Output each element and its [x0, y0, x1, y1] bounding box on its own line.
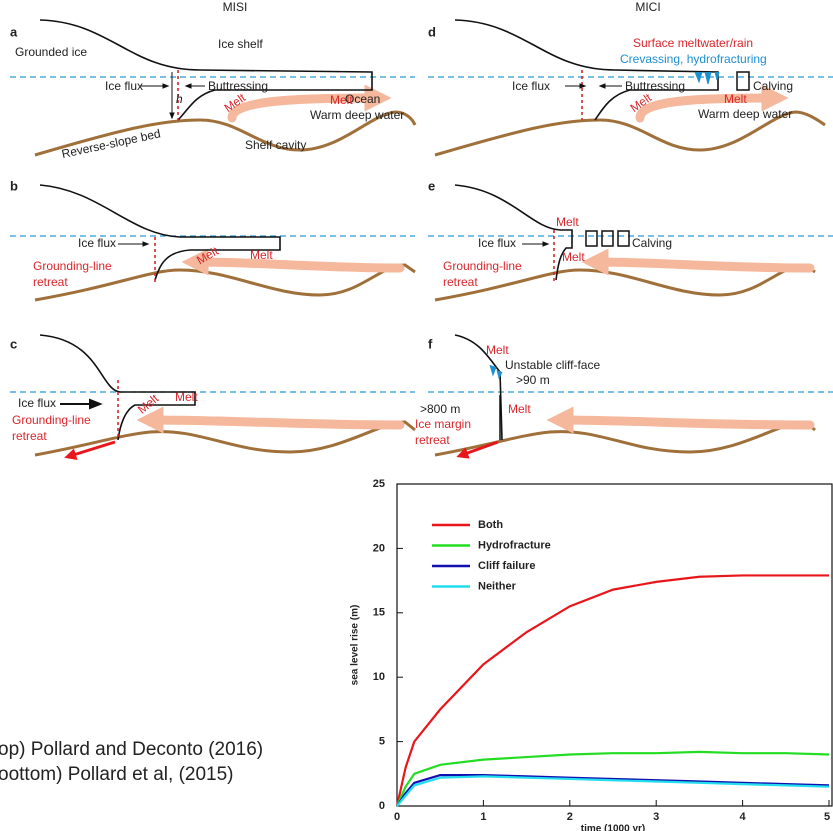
column-title: MICI	[635, 0, 660, 14]
label: Buttressing	[208, 79, 268, 93]
caption: oottom) Pollard et al, (2015)	[0, 764, 234, 785]
label: Shelf cavity	[245, 138, 306, 152]
y-tick-label: 20	[373, 542, 385, 554]
panel-letter: f	[428, 336, 433, 351]
label: Ice shelf	[218, 37, 263, 51]
x-tick-label: 0	[394, 811, 400, 823]
x-tick-label: 2	[567, 811, 573, 823]
series-line	[396, 775, 830, 807]
panel-letter: e	[428, 178, 435, 193]
label: >90 m	[516, 373, 550, 387]
label: Ice flux	[105, 79, 143, 93]
label: Warm deep water	[698, 107, 792, 121]
panel-letter: a	[10, 24, 18, 39]
diagram-shapes	[10, 19, 833, 460]
label: Grounding-line	[443, 259, 522, 273]
label: >800 m	[420, 402, 460, 416]
label: Melt	[724, 92, 747, 106]
series-line	[395, 750, 830, 807]
y-tick-label: 10	[373, 671, 385, 683]
label: Grounding-line	[12, 413, 91, 427]
legend-label: Both	[478, 519, 503, 531]
column-title: MISI	[223, 0, 248, 14]
label: Ice flux	[512, 79, 550, 93]
legend-label: Hydrofracture	[478, 539, 551, 551]
x-tick-label: 5	[824, 811, 830, 823]
label: retreat	[415, 433, 450, 447]
label: Calving	[632, 236, 672, 250]
label: Crevassing, hydrofracturing	[620, 52, 767, 66]
panel-letter: c	[10, 336, 17, 351]
y-axis-label: sea level rise (m)	[350, 605, 361, 686]
label: Calving	[753, 79, 793, 93]
label: Buttressing	[625, 79, 685, 93]
label: Melt	[175, 390, 198, 404]
label: Melt	[486, 343, 509, 357]
label: Grounding-line	[33, 259, 112, 273]
label: Ice flux	[18, 396, 56, 410]
label: Melt	[556, 215, 579, 229]
x-tick-label: 4	[740, 811, 747, 823]
label: Reverse-slope bed	[60, 126, 161, 161]
label: Unstable cliff-face	[505, 358, 600, 372]
label: Warm deep water	[310, 108, 404, 122]
x-tick-label: 1	[480, 811, 486, 823]
label: retreat	[12, 429, 47, 443]
label: retreat	[33, 275, 68, 289]
panel-letter: b	[10, 178, 18, 193]
label: Ocean	[345, 92, 380, 106]
label: Ice flux	[478, 236, 516, 250]
panel-letter: d	[428, 24, 436, 39]
label: Melt	[330, 93, 353, 107]
diagram-text: MISI MICI a Grounded ice Ice shelf Ocean…	[10, 0, 793, 447]
y-tick-label: 5	[379, 736, 385, 748]
label: Grounded ice	[15, 45, 87, 59]
plot-frame	[396, 483, 833, 807]
x-tick-label: 3	[653, 811, 659, 823]
y-tick-label: 25	[373, 478, 385, 490]
line-chart: 0 5 10 15 20 25 0 1 2 3 4 5 time (1000 yr) sea level …	[350, 478, 833, 831]
x-axis-label: time (1000 yr)	[581, 824, 645, 831]
y-tick-label: 15	[373, 607, 385, 619]
label: Melt	[508, 402, 531, 416]
series-line	[395, 574, 829, 807]
series-line	[396, 773, 830, 807]
label: Ice flux	[78, 236, 116, 250]
label: Melt	[562, 250, 585, 264]
label: Melt	[135, 391, 162, 417]
y-tick-label: 0	[379, 800, 385, 812]
label: Ice margin	[415, 417, 471, 431]
legend-label: Cliff failure	[478, 560, 535, 572]
label: Melt	[250, 248, 273, 262]
legend-label: Neither	[478, 580, 517, 592]
label: h	[176, 92, 183, 106]
caption: op) Pollard and Deconto (2016)	[0, 739, 263, 760]
label: retreat	[443, 275, 478, 289]
label: Surface meltwater/rain	[633, 36, 753, 50]
